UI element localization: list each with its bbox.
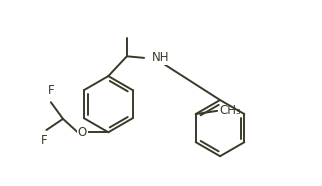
Text: F: F	[41, 134, 47, 147]
Text: NH: NH	[151, 51, 169, 64]
Text: F: F	[48, 84, 54, 97]
Text: CH₃: CH₃	[219, 104, 241, 117]
Text: O: O	[78, 126, 87, 139]
